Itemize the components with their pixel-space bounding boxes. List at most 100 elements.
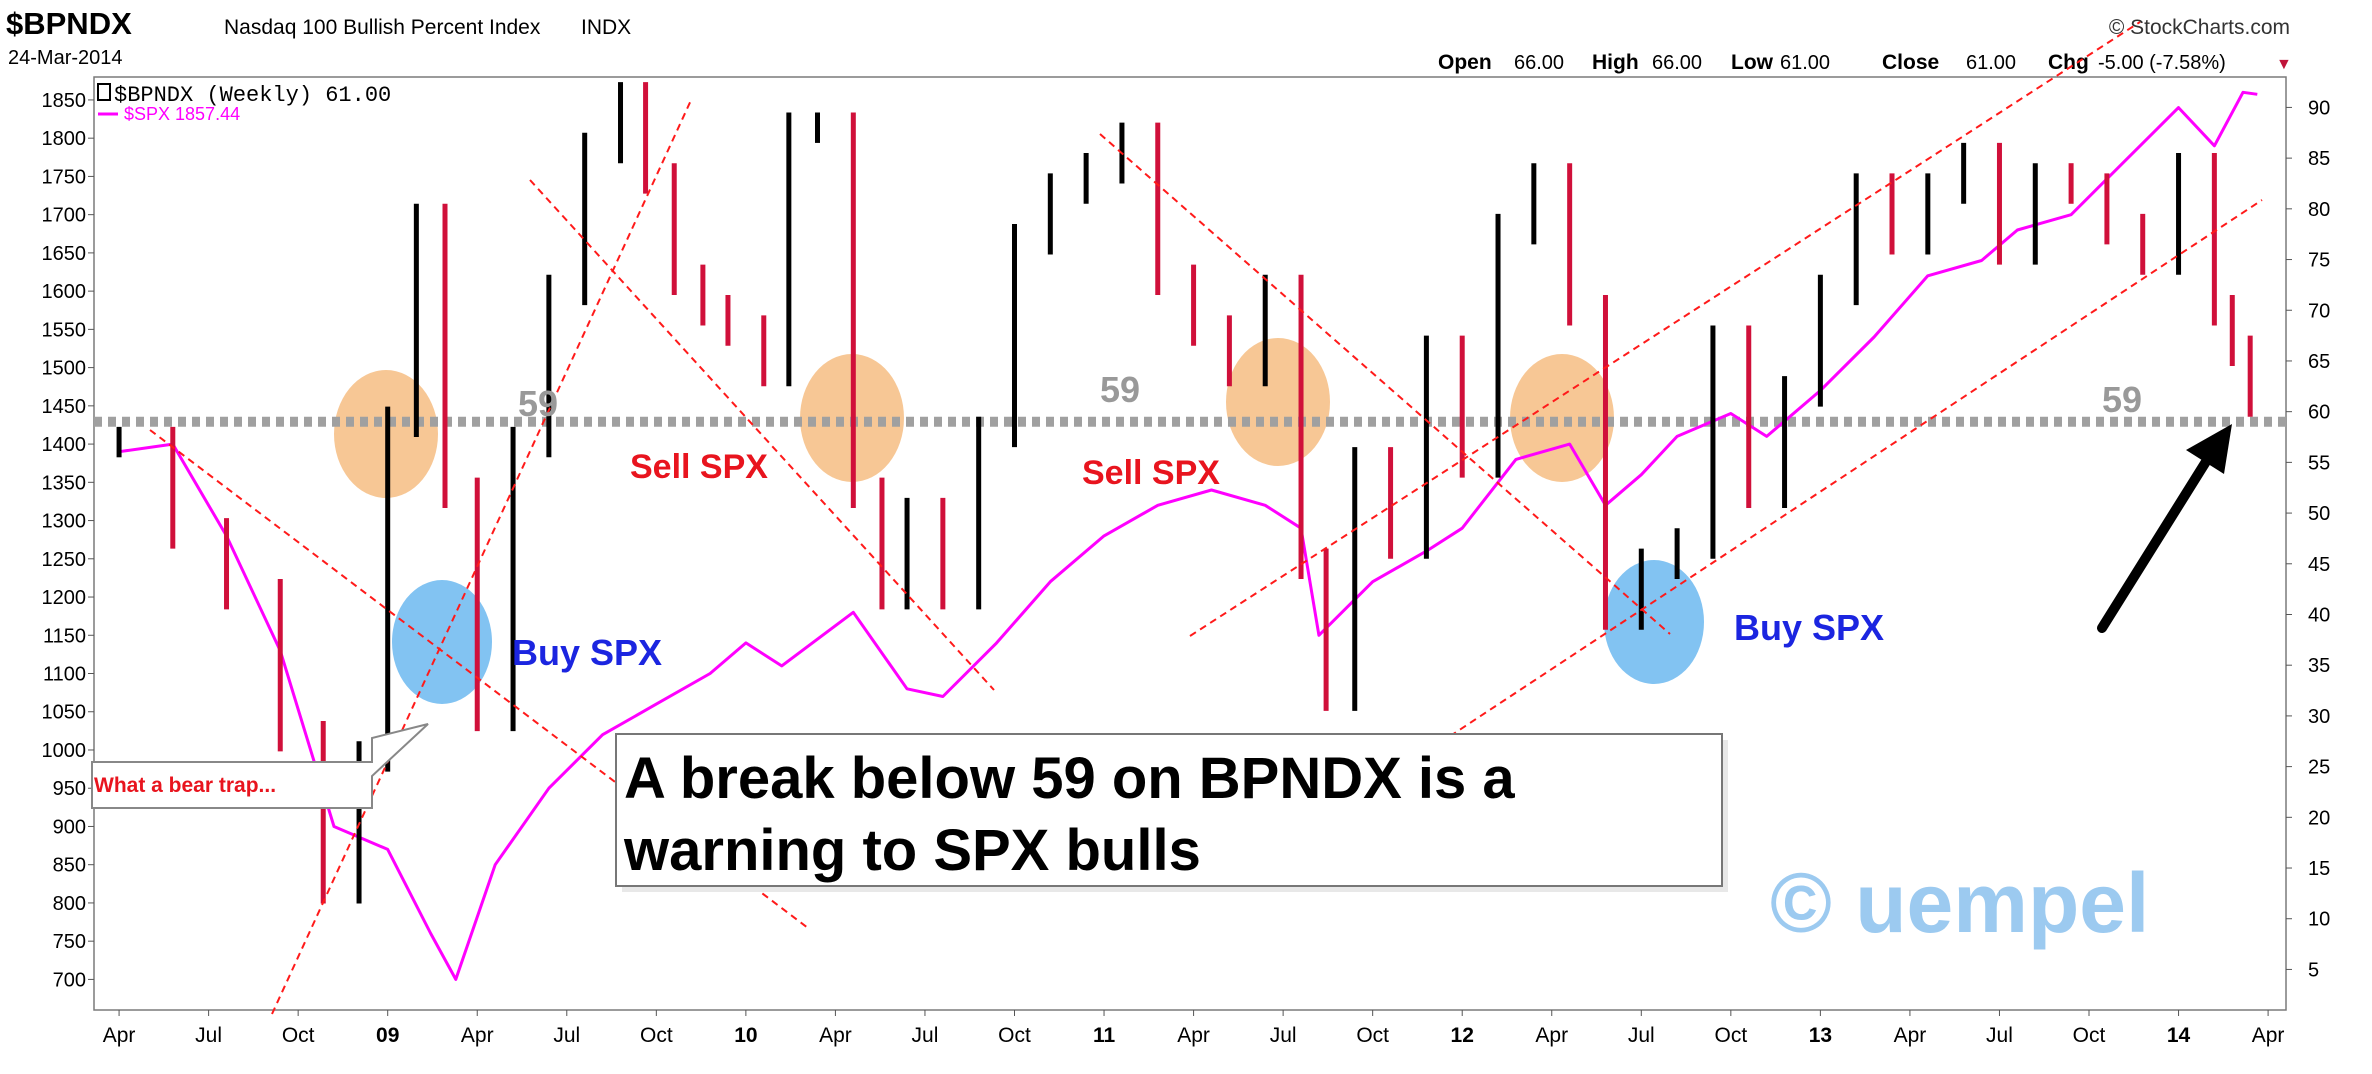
sell-signal-circles [334, 338, 1614, 498]
y-left-tick-label: 900 [53, 816, 86, 838]
callout-bubble [91, 723, 429, 809]
x-tick-label: Oct [1715, 1024, 1748, 1047]
y-left-tick-label: 1450 [42, 396, 87, 418]
y-left-tick-label: 1300 [42, 511, 87, 533]
y-right-tick-label: 20 [2308, 807, 2330, 829]
y-right-tick-label: 5 [2308, 959, 2319, 981]
y-left-tick-label: 800 [53, 893, 86, 915]
y-left-tick-label: 1750 [42, 166, 87, 188]
trend-line [1189, 21, 2141, 637]
bpndx-bars [116, 82, 2253, 904]
x-tick-label: Apr [819, 1024, 852, 1047]
open-value: 66.00 [1514, 52, 1564, 74]
x-tick-label: Oct [998, 1024, 1031, 1047]
chart-date: 24-Mar-2014 [8, 47, 123, 69]
x-tick-label: Oct [1356, 1024, 1389, 1047]
y-left-tick-label: 850 [53, 855, 86, 877]
symbol-title: $BPNDX [6, 6, 132, 41]
legend: $BPNDX (Weekly) 61.00 $SPX 1857.44 [97, 83, 391, 124]
y-left-tick-label: 1650 [42, 243, 87, 265]
y-left-tick-label: 750 [53, 931, 86, 953]
spx-line [118, 90, 2258, 981]
sell-circle [1226, 338, 1330, 466]
y-left-tick-label: 1200 [42, 587, 87, 609]
x-tick-label: Jul [195, 1024, 222, 1047]
x-tick-label: Apr [461, 1024, 494, 1047]
y-right-tick-label: 90 [2308, 97, 2330, 119]
y-right-tick-label: 85 [2308, 148, 2330, 170]
level-label: 59 [518, 383, 558, 424]
y-right-tick-label: 80 [2308, 199, 2330, 221]
low-value: 61.00 [1780, 52, 1830, 74]
x-tick-label: Apr [1177, 1024, 1210, 1047]
x-tick-label: Jul [1270, 1024, 1297, 1047]
y-right-tick-label: 40 [2308, 604, 2330, 626]
sell-label: Sell SPX [630, 448, 768, 486]
chg-down-icon: ▼ [2276, 56, 2292, 73]
close-label: Close [1882, 51, 1939, 74]
y-right-tick-label: 45 [2308, 554, 2330, 576]
x-tick-label: Jul [1986, 1024, 2013, 1047]
watermark: © uempel [1770, 856, 2149, 950]
x-tick-label: 09 [376, 1024, 399, 1047]
y-right-tick-label: 70 [2308, 300, 2330, 322]
trend-line [529, 179, 995, 691]
x-tick-label: Apr [103, 1024, 136, 1047]
x-tick-label: 12 [1451, 1024, 1474, 1047]
y-left-tick-label: 1050 [42, 702, 87, 724]
y-right-tick-label: 75 [2308, 250, 2330, 272]
y-right-tick-label: 25 [2308, 757, 2330, 779]
low-label: Low [1731, 51, 1774, 74]
close-value: 61.00 [1966, 52, 2016, 74]
x-tick-label: 11 [1093, 1024, 1116, 1047]
x-tick-label: Oct [640, 1024, 673, 1047]
y-left-tick-label: 1500 [42, 358, 87, 380]
sell-circle [1510, 354, 1614, 482]
y-axis-left: 700 750 800 850 900 950 1000 1050 1100 1150 1200 12… [42, 90, 94, 991]
x-tick-label: Apr [1894, 1024, 1927, 1047]
y-left-tick-label: 1700 [42, 205, 87, 227]
x-tick-label: Apr [2252, 1024, 2285, 1047]
y-right-tick-label: 55 [2308, 452, 2330, 474]
level-label: 59 [2102, 379, 2142, 420]
y-right-tick-label: 30 [2308, 706, 2330, 728]
y-left-tick-label: 1800 [42, 128, 87, 150]
message-line-1: A break below 59 on BPNDX is a [624, 746, 1515, 811]
legend-spx: $SPX 1857.44 [124, 104, 240, 124]
y-left-tick-label: 1150 [43, 625, 86, 647]
buy-label: Buy SPX [1734, 607, 1884, 648]
trend-line [1099, 133, 1671, 635]
message-box-frame [615, 733, 1723, 887]
y-left-tick-label: 1000 [42, 740, 87, 762]
y-right-tick-label: 60 [2308, 402, 2330, 424]
x-axis: Apr Jul Oct 09 Apr Jul Oct 10 Apr Jul Oct 11 Apr Jul O… [103, 1010, 2285, 1047]
buy-circle [1604, 560, 1704, 684]
exchange-label: INDX [581, 16, 631, 39]
chg-label: Chg [2048, 51, 2089, 74]
message-line-2: warning to SPX bulls [623, 818, 1201, 883]
y-right-tick-label: 15 [2308, 858, 2330, 880]
y-left-tick-label: 700 [53, 969, 86, 991]
x-tick-label: 10 [734, 1024, 757, 1047]
x-tick-label: Oct [282, 1024, 315, 1047]
buy-label: Buy SPX [512, 632, 662, 673]
level-label: 59 [1100, 369, 1140, 410]
x-tick-label: Apr [1535, 1024, 1568, 1047]
copyright-notice: © StockCharts.com [2109, 16, 2290, 39]
y-left-tick-label: 1100 [43, 664, 86, 686]
x-tick-label: 13 [1809, 1024, 1832, 1047]
y-right-tick-label: 65 [2308, 351, 2330, 373]
y-left-tick-label: 1400 [42, 434, 87, 456]
callout-text: What a bear trap... [94, 774, 276, 797]
legend-bpndx: $BPNDX (Weekly) 61.00 [114, 83, 391, 108]
x-tick-label: Jul [553, 1024, 580, 1047]
bar-legend-icon [97, 83, 111, 101]
y-left-tick-label: 1250 [42, 549, 87, 571]
y-left-tick-label: 950 [53, 778, 86, 800]
y-right-tick-label: 35 [2308, 655, 2330, 677]
high-value: 66.00 [1652, 52, 1702, 74]
y-left-tick-label: 1350 [42, 472, 87, 494]
arrow-icon [2097, 424, 2232, 633]
x-tick-label: Jul [912, 1024, 939, 1047]
y-left-tick-label: 1550 [42, 319, 87, 341]
